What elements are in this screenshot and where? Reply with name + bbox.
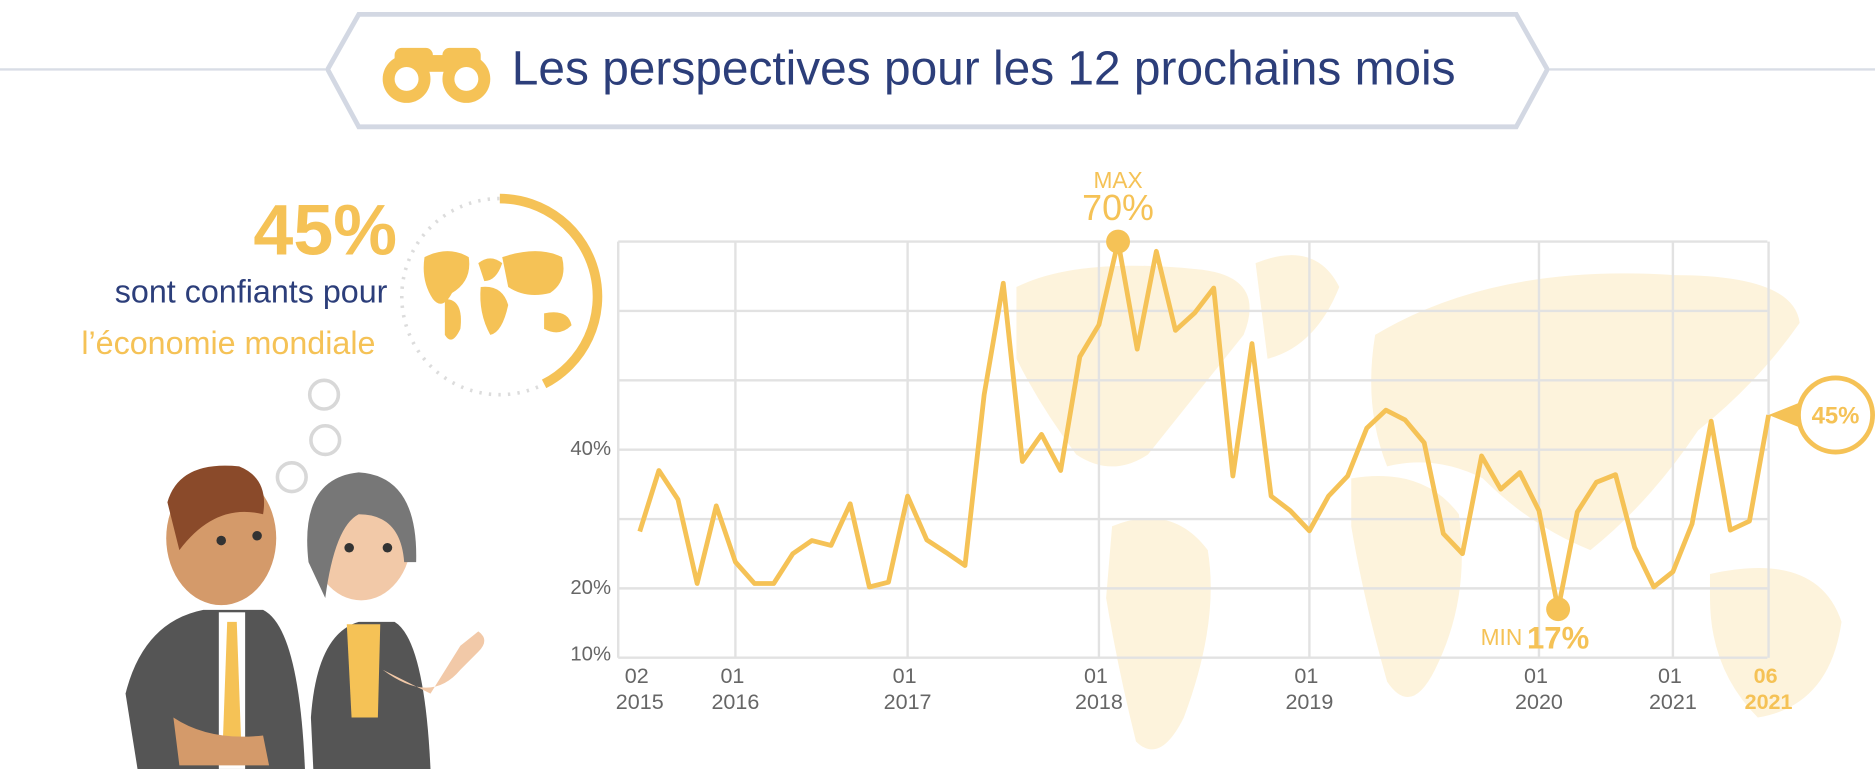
x-tick-label: 01 2019: [1285, 664, 1333, 714]
y-tick-label: 40%: [570, 438, 611, 460]
x-tick-label: 01 2018: [1075, 664, 1123, 714]
data-line: [637, 239, 1771, 612]
woman-illustration: [307, 472, 485, 769]
max-label: MAX: [1093, 167, 1142, 193]
last-callout-ring: [1796, 375, 1875, 455]
globe-map: [423, 251, 572, 340]
header-banner: [324, 12, 1551, 130]
min-label: MIN: [1481, 624, 1523, 650]
stat-line: l’économie mondiale: [81, 325, 375, 361]
min-point: [1546, 597, 1571, 622]
y-tick-label: 20%: [570, 577, 611, 599]
stat-line: sont confiants pour: [115, 274, 388, 310]
last-value-label: 45%: [1812, 403, 1860, 430]
y-tick-label: 10%: [570, 644, 611, 666]
binoculars-icon: [382, 47, 491, 103]
stat-value: 45%: [253, 191, 397, 271]
x-tick-label: 01 2017: [884, 664, 932, 714]
x-tick-label: 01 2021: [1649, 664, 1697, 714]
x-tick-label: 01 2016: [711, 664, 759, 714]
globe-arc: [499, 193, 603, 389]
x-tick-label: 02 2015: [616, 664, 664, 714]
x-tick-label: 06 2021: [1745, 664, 1793, 714]
x-tick-label: 01 2020: [1515, 664, 1563, 714]
max-point: [1106, 229, 1131, 254]
max-value-label: 70%: [1082, 188, 1154, 228]
man-illustration: [125, 465, 305, 769]
thought-bubbles: [275, 378, 342, 494]
min-value-label: 17%: [1527, 620, 1589, 655]
header-title: Les perspectives pour les 12 prochains m…: [512, 42, 1456, 95]
